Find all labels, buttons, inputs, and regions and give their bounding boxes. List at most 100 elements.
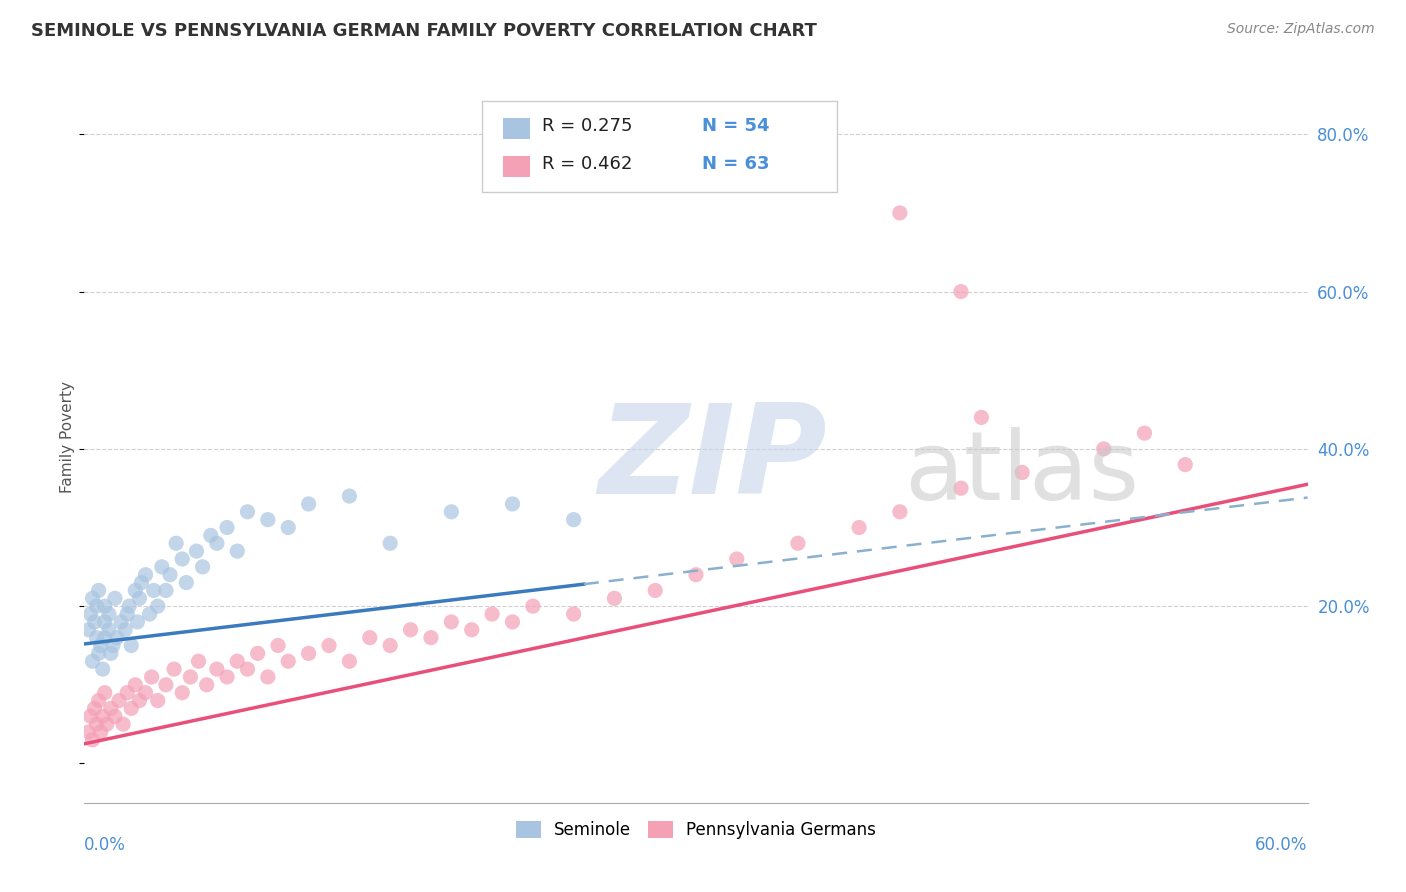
Text: R = 0.462: R = 0.462 xyxy=(541,155,633,173)
Point xyxy=(91,709,114,723)
Legend: Seminole, Pennsylvania Germans: Seminole, Pennsylvania Germans xyxy=(509,814,883,846)
Point xyxy=(86,631,108,645)
Point xyxy=(1011,466,1033,480)
Point xyxy=(101,639,124,653)
Point xyxy=(146,599,169,614)
Point xyxy=(127,615,149,629)
Point xyxy=(970,410,993,425)
Point xyxy=(787,536,810,550)
Point xyxy=(124,678,146,692)
Point xyxy=(562,607,585,621)
Point xyxy=(104,709,127,723)
Point xyxy=(114,623,136,637)
FancyBboxPatch shape xyxy=(503,119,530,139)
Point xyxy=(236,505,259,519)
Point xyxy=(200,528,222,542)
Point xyxy=(420,631,443,645)
Point xyxy=(105,631,128,645)
Text: ZIP: ZIP xyxy=(598,399,827,519)
Point xyxy=(848,520,870,534)
Point xyxy=(172,552,194,566)
Point xyxy=(298,497,321,511)
Point xyxy=(277,520,299,534)
Point xyxy=(359,631,381,645)
Point xyxy=(142,583,165,598)
Point xyxy=(91,662,114,676)
Point xyxy=(87,693,110,707)
Point xyxy=(950,285,973,299)
Point xyxy=(174,575,197,590)
Text: SEMINOLE VS PENNSYLVANIA GERMAN FAMILY POVERTY CORRELATION CHART: SEMINOLE VS PENNSYLVANIA GERMAN FAMILY P… xyxy=(31,22,817,40)
Text: N = 63: N = 63 xyxy=(702,155,769,173)
Point xyxy=(120,701,142,715)
Point xyxy=(87,646,110,660)
Point xyxy=(138,607,160,621)
Point xyxy=(399,623,422,637)
Point xyxy=(186,544,208,558)
Point xyxy=(277,654,299,668)
Point xyxy=(889,505,911,519)
Point xyxy=(226,654,249,668)
Point xyxy=(165,536,187,550)
Point xyxy=(86,717,108,731)
Y-axis label: Family Poverty: Family Poverty xyxy=(60,381,75,493)
Point xyxy=(77,725,100,739)
Point xyxy=(110,615,132,629)
Point xyxy=(205,536,228,550)
Point xyxy=(236,662,259,676)
Point xyxy=(82,591,104,606)
Point xyxy=(163,662,186,676)
Point xyxy=(440,505,463,519)
Point xyxy=(257,670,280,684)
Point xyxy=(318,639,340,653)
Point xyxy=(108,693,131,707)
Point xyxy=(205,662,228,676)
Point xyxy=(118,599,141,614)
Point xyxy=(135,686,157,700)
Point xyxy=(644,583,666,598)
Point xyxy=(380,639,402,653)
Point xyxy=(96,717,118,731)
Point xyxy=(93,631,115,645)
Point xyxy=(195,678,218,692)
Point xyxy=(298,646,321,660)
Point xyxy=(562,513,585,527)
Point xyxy=(83,615,105,629)
Point xyxy=(1174,458,1197,472)
Point xyxy=(141,670,163,684)
Point xyxy=(950,481,973,495)
Text: atlas: atlas xyxy=(904,427,1139,520)
Point xyxy=(82,654,104,668)
Text: N = 54: N = 54 xyxy=(702,117,769,136)
Point xyxy=(100,646,122,660)
Point xyxy=(90,725,112,739)
Point xyxy=(603,591,626,606)
Point xyxy=(257,513,280,527)
Point xyxy=(82,732,104,747)
Point xyxy=(90,639,112,653)
Point xyxy=(128,693,150,707)
Point xyxy=(187,654,209,668)
Point xyxy=(339,489,361,503)
Point xyxy=(97,623,120,637)
Point xyxy=(1092,442,1115,456)
Point xyxy=(226,544,249,558)
Point xyxy=(79,607,101,621)
Point xyxy=(131,575,153,590)
Point xyxy=(380,536,402,550)
Point xyxy=(79,709,101,723)
Point xyxy=(112,717,135,731)
Point xyxy=(191,559,214,574)
Text: 0.0%: 0.0% xyxy=(84,836,127,854)
Point xyxy=(217,520,239,534)
Text: R = 0.275: R = 0.275 xyxy=(541,117,633,136)
Point xyxy=(159,567,181,582)
Point xyxy=(339,654,361,668)
Point xyxy=(502,497,524,511)
Point xyxy=(115,607,138,621)
Point xyxy=(155,583,177,598)
Text: 60.0%: 60.0% xyxy=(1256,836,1308,854)
Point xyxy=(128,591,150,606)
Point xyxy=(104,591,127,606)
FancyBboxPatch shape xyxy=(503,156,530,178)
